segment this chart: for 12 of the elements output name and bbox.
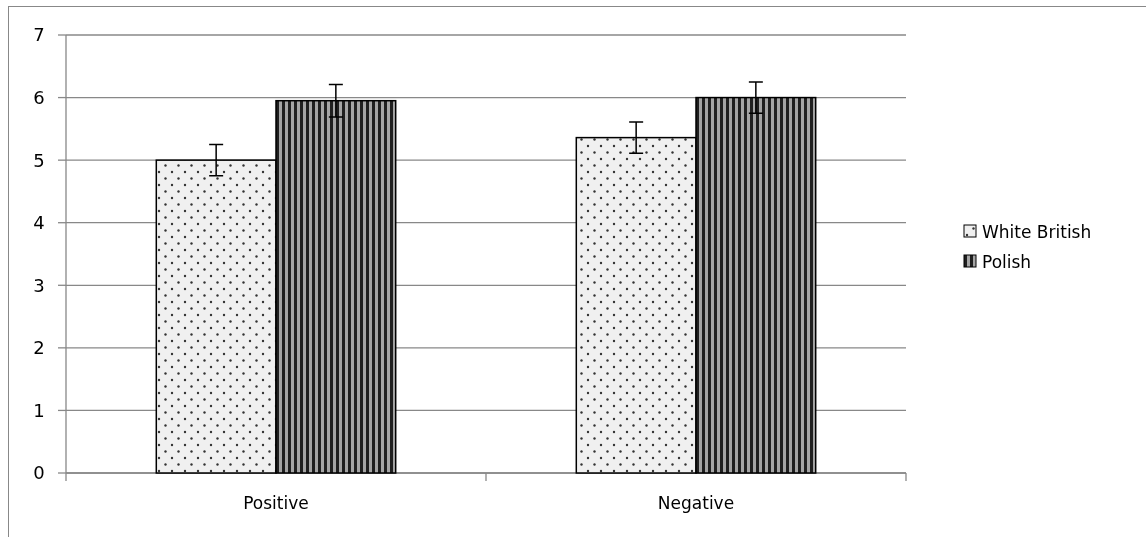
y-tick-label: 6 <box>33 87 45 109</box>
y-tick-label: 4 <box>33 212 45 234</box>
y-tick-label: 7 <box>33 24 45 46</box>
y-tick-label: 1 <box>33 399 45 421</box>
y-tick-label: 3 <box>33 274 45 296</box>
y-tick-label: 2 <box>33 337 45 359</box>
legend-label: White British <box>982 222 1092 243</box>
x-tick-label: Positive <box>243 493 309 513</box>
legend-label: Polish <box>982 252 1032 273</box>
x-tick-label: Negative <box>657 493 735 513</box>
y-tick-label: 5 <box>33 149 45 171</box>
y-tick-label: 0 <box>33 462 45 484</box>
